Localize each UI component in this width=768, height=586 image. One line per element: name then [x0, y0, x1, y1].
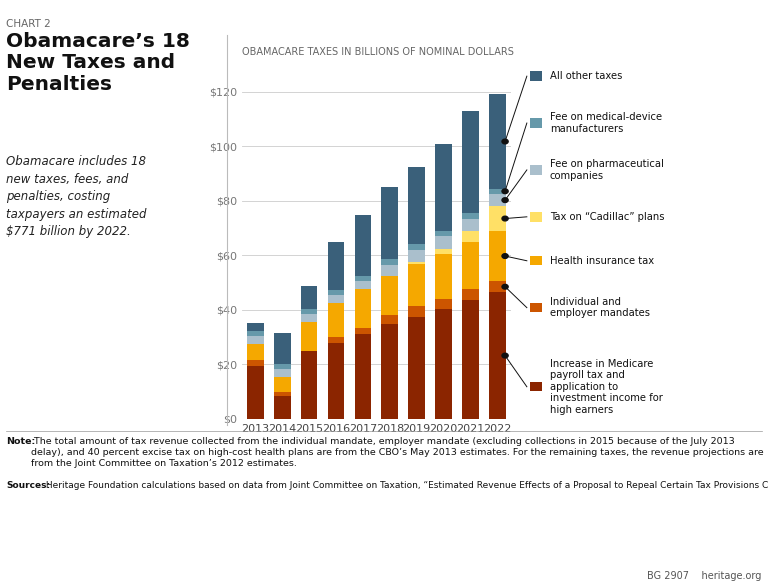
Bar — [355, 281, 371, 289]
Bar — [435, 144, 452, 231]
Bar — [355, 289, 371, 328]
Bar — [409, 316, 425, 419]
Bar — [435, 299, 452, 309]
Bar — [462, 231, 478, 241]
Bar — [301, 314, 317, 322]
Text: CHART 2: CHART 2 — [6, 19, 51, 29]
Bar — [382, 187, 398, 260]
Bar — [409, 264, 425, 306]
Bar — [435, 309, 452, 419]
Bar — [247, 336, 263, 344]
Bar — [247, 332, 263, 336]
Text: Obamacare’s 18
New Taxes and
Penalties: Obamacare’s 18 New Taxes and Penalties — [6, 32, 190, 94]
Bar — [355, 328, 371, 335]
Bar — [489, 231, 505, 281]
Text: OBAMACARE TAXES IN BILLIONS OF NOMINAL DOLLARS: OBAMACARE TAXES IN BILLIONS OF NOMINAL D… — [242, 47, 514, 57]
Bar — [382, 315, 398, 323]
Bar — [355, 335, 371, 419]
Bar — [247, 366, 263, 419]
Bar — [355, 277, 371, 281]
Text: Obamacare includes 18
new taxes, fees, and
penalties, costing
taxpayers an estim: Obamacare includes 18 new taxes, fees, a… — [6, 155, 147, 239]
Bar — [274, 333, 290, 364]
Bar — [462, 289, 478, 301]
Bar — [462, 219, 478, 231]
Bar — [301, 286, 317, 309]
Bar — [409, 244, 425, 250]
Bar — [462, 301, 478, 419]
Text: Health insurance tax: Health insurance tax — [550, 255, 654, 266]
Bar — [409, 306, 425, 316]
Bar — [274, 369, 290, 377]
Bar — [409, 167, 425, 244]
Text: The total amount of tax revenue collected from the individual mandate, employer : The total amount of tax revenue collecte… — [31, 437, 764, 468]
Bar — [328, 295, 344, 303]
Text: All other taxes: All other taxes — [550, 71, 622, 81]
Bar — [274, 396, 290, 419]
Bar — [301, 309, 317, 314]
Bar — [301, 322, 317, 351]
Bar — [328, 343, 344, 419]
Text: Individual and
employer mandates: Individual and employer mandates — [550, 297, 650, 318]
Bar — [382, 276, 398, 315]
Bar — [274, 364, 290, 369]
Text: BG 2907    heritage.org: BG 2907 heritage.org — [647, 571, 762, 581]
Bar — [435, 236, 452, 248]
Text: Sources:: Sources: — [6, 481, 50, 489]
Bar — [435, 231, 452, 236]
Bar — [247, 323, 263, 332]
Bar — [462, 241, 478, 289]
Bar — [489, 281, 505, 292]
Bar — [489, 94, 505, 189]
Bar — [409, 250, 425, 262]
Bar — [328, 290, 344, 295]
Bar — [355, 215, 371, 277]
Text: Increase in Medicare
payroll tax and
application to
investment income for
high e: Increase in Medicare payroll tax and app… — [550, 359, 663, 415]
Bar — [301, 351, 317, 419]
Bar — [489, 189, 505, 194]
Bar — [247, 360, 263, 366]
Bar — [274, 391, 290, 396]
Bar — [435, 248, 452, 254]
Text: Fee on pharmaceutical
companies: Fee on pharmaceutical companies — [550, 159, 664, 180]
Bar — [328, 303, 344, 337]
Bar — [382, 323, 398, 419]
Text: Tax on “Cadillac” plans: Tax on “Cadillac” plans — [550, 212, 664, 222]
Text: Heritage Foundation calculations based on data from Joint Committee on Taxation,: Heritage Foundation calculations based o… — [43, 481, 768, 489]
Bar — [462, 111, 478, 213]
Bar — [274, 377, 290, 391]
Bar — [382, 260, 398, 265]
Bar — [382, 265, 398, 276]
Bar — [409, 262, 425, 264]
Bar — [489, 206, 505, 231]
Bar — [462, 213, 478, 219]
Text: Note:: Note: — [6, 437, 35, 445]
Bar — [435, 254, 452, 299]
Bar — [247, 344, 263, 360]
Bar — [328, 242, 344, 290]
Bar — [489, 292, 505, 419]
Text: Fee on medical-device
manufacturers: Fee on medical-device manufacturers — [550, 113, 662, 134]
Bar — [328, 337, 344, 343]
Bar — [489, 194, 505, 206]
